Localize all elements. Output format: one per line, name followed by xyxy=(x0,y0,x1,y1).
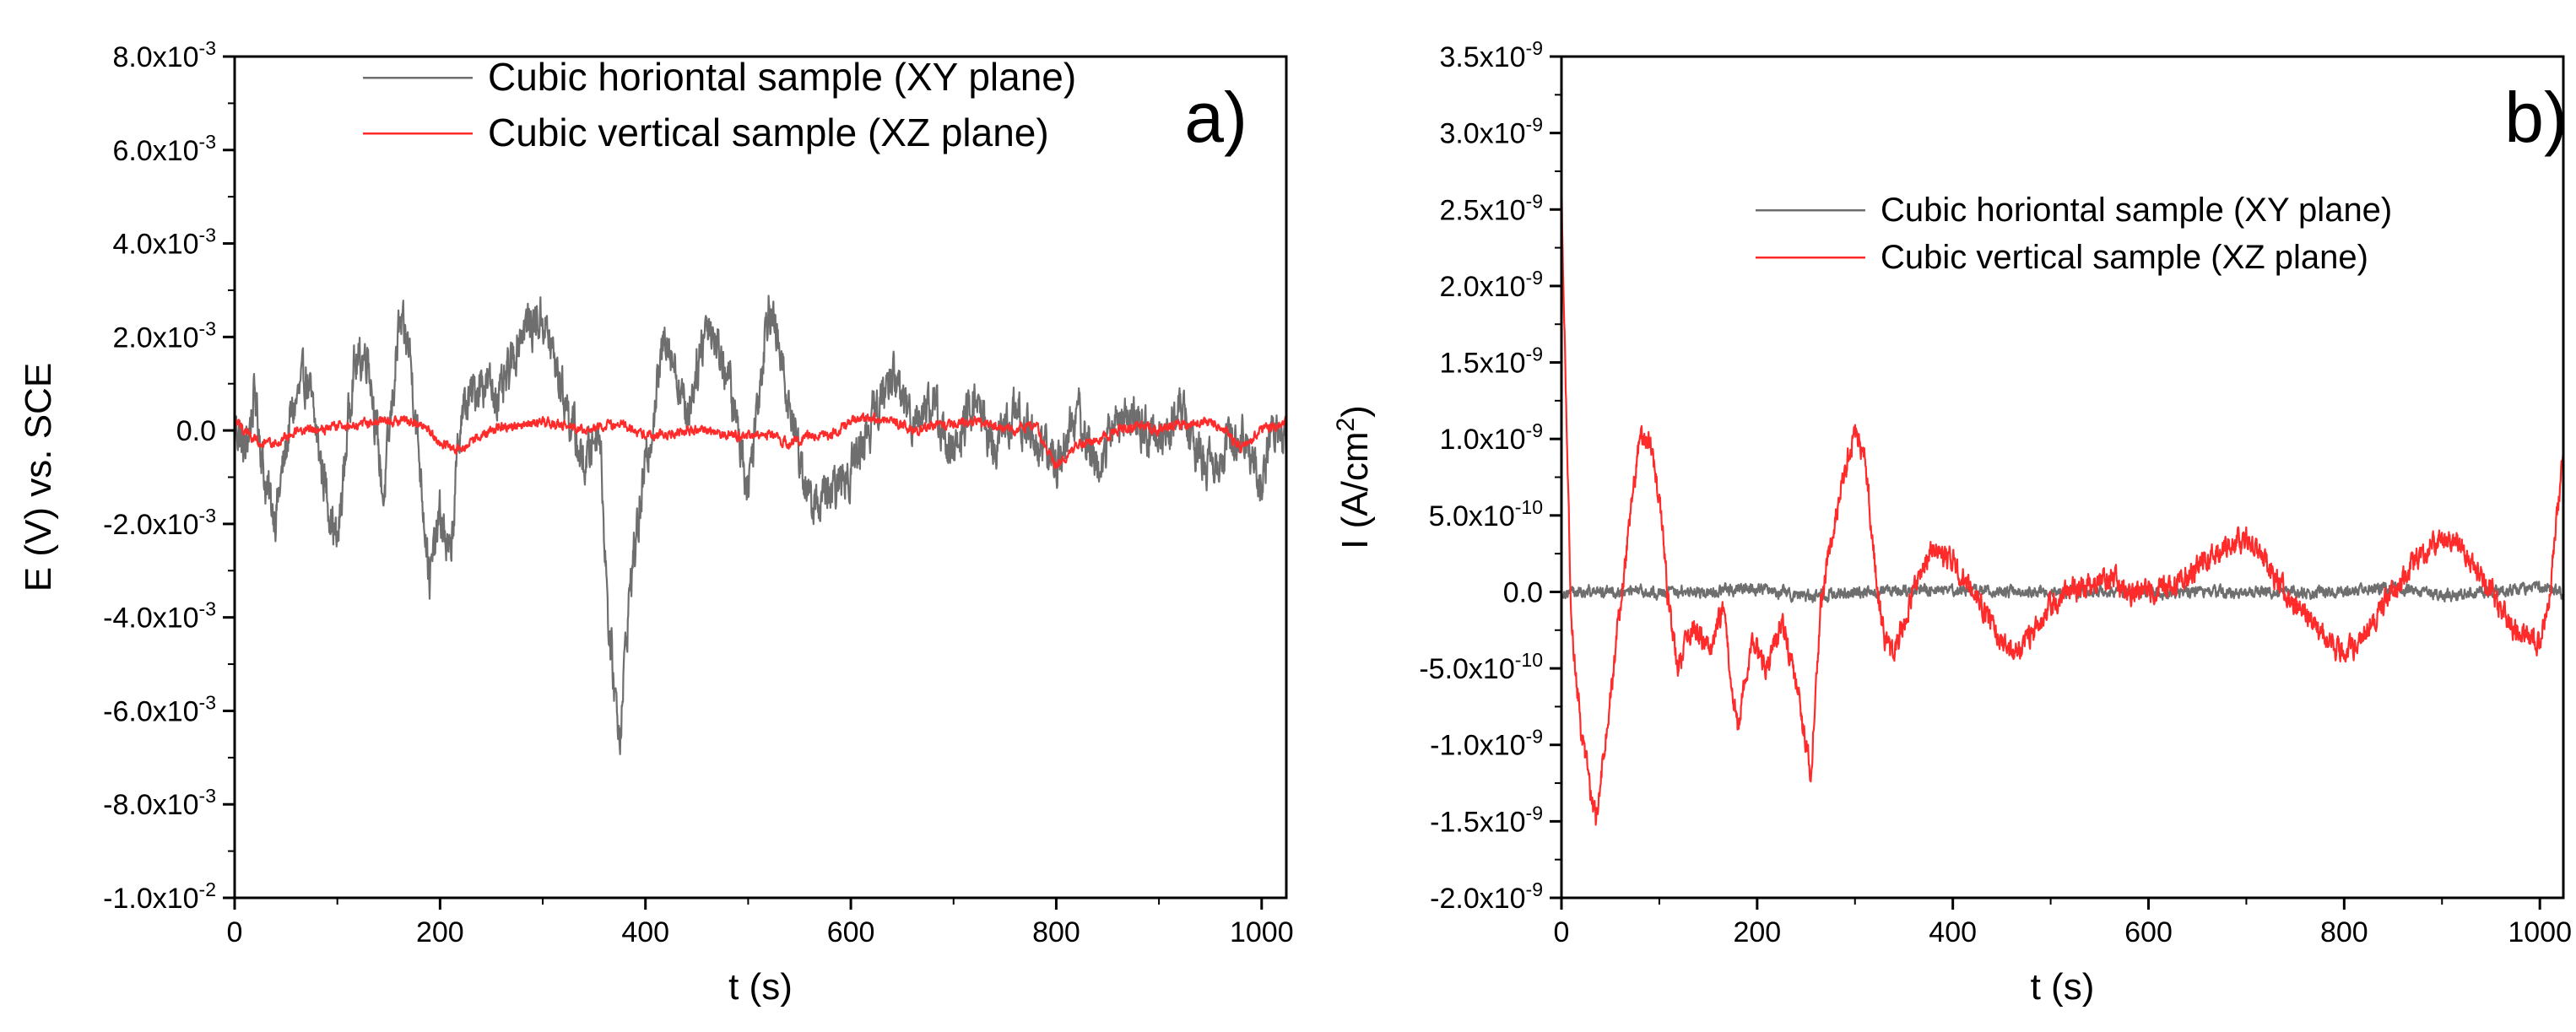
y-tick-mantissa: -2.0x10 xyxy=(1430,883,1525,915)
x-axis-label: t (s) xyxy=(2031,966,2095,1008)
y-tick-mantissa: -1.5x10 xyxy=(1430,806,1525,838)
y-tick-label: -1.0x10-9 xyxy=(1430,726,1543,762)
y-tick-exponent: -9 xyxy=(1526,343,1543,365)
panel-b: 0 200 400 600 800 10003.5x10-93.0x10-92.5x10-… xyxy=(1332,37,2572,1008)
x-tick-label: 200 xyxy=(416,916,464,948)
legend-label: Cubic horiontal sample (XY plane) xyxy=(488,55,1076,99)
y-tick-exponent: -9 xyxy=(1526,37,1543,59)
y-tick-exponent: -9 xyxy=(1526,419,1543,441)
y-tick-mantissa: -4.0x10 xyxy=(103,602,198,635)
y-tick-label: -6.0x10-3 xyxy=(103,691,216,727)
x-axis-label: t (s) xyxy=(728,966,793,1008)
y-tick-mantissa: 2.0x10 xyxy=(1439,271,1525,303)
y-tick-exponent: -3 xyxy=(199,317,216,339)
x-tick-label: 600 xyxy=(2124,916,2173,948)
y-tick-mantissa: 4.0x10 xyxy=(112,229,198,261)
y-tick-exponent: -3 xyxy=(199,505,216,527)
y-tick-mantissa: 5.0x10 xyxy=(1429,500,1515,532)
x-tick-label: 400 xyxy=(621,916,669,948)
y-tick-mantissa: 6.0x10 xyxy=(112,135,198,167)
y-tick-label: 2.0x10-9 xyxy=(1439,267,1543,303)
y-axis-label: I (A/cm2) xyxy=(1332,405,1376,549)
y-tick-mantissa: -5.0x10 xyxy=(1419,653,1514,685)
x-tick-label: 1000 xyxy=(2508,916,2572,948)
y-tick-label: 0.0 xyxy=(1503,576,1543,608)
y-tick-exponent: -9 xyxy=(1526,878,1543,900)
y-tick-mantissa: -1.0x10 xyxy=(103,883,198,915)
y-tick-mantissa: 3.0x10 xyxy=(1439,118,1525,150)
legend-label: Cubic vertical sample (XZ plane) xyxy=(1881,239,2368,276)
y-tick-label: 8.0x10-3 xyxy=(112,37,216,73)
x-tick-label: 400 xyxy=(1929,916,1977,948)
y-tick-exponent: -10 xyxy=(1515,496,1543,518)
y-tick-exponent: -3 xyxy=(199,785,216,807)
panel-a: 0 200 400 600 800 10008.0x10-36.0x10-34.0x10-… xyxy=(18,37,1294,1008)
y-tick-exponent: -9 xyxy=(1526,114,1543,136)
y-axis-label-main: I (A/cm xyxy=(1334,432,1376,549)
panel-label: a) xyxy=(1184,78,1247,157)
y-tick-mantissa: 1.0x10 xyxy=(1439,424,1525,456)
y-tick-label: 4.0x10-3 xyxy=(112,224,216,261)
y-tick-exponent: -9 xyxy=(1526,726,1543,748)
y-tick-mantissa: 8.0x10 xyxy=(112,41,198,73)
y-tick-label: 1.0x10-9 xyxy=(1439,419,1543,456)
series-line-horizontal xyxy=(235,294,1286,755)
y-tick-exponent: -3 xyxy=(199,598,216,620)
y-tick-label: -2.0x10-9 xyxy=(1430,878,1543,915)
legend-label: Cubic vertical sample (XZ plane) xyxy=(488,111,1049,154)
y-tick-exponent: -2 xyxy=(199,878,216,900)
y-tick-exponent: -9 xyxy=(1526,190,1543,212)
y-tick-label: 3.5x10-9 xyxy=(1439,37,1543,73)
y-tick-label: 0.0 xyxy=(176,415,216,447)
y-tick-mantissa: 3.5x10 xyxy=(1439,41,1525,73)
y-tick-label: 5.0x10-10 xyxy=(1429,496,1543,532)
y-tick-mantissa: 2.0x10 xyxy=(112,321,198,354)
x-tick-label: 1000 xyxy=(1230,916,1294,948)
y-tick-mantissa: 2.5x10 xyxy=(1439,194,1525,226)
y-tick-label: -2.0x10-3 xyxy=(103,505,216,541)
plot-area-b xyxy=(1561,189,2563,826)
plot-frame xyxy=(1560,55,2565,900)
y-axis-label-close: ) xyxy=(1334,405,1376,418)
y-tick-exponent: -3 xyxy=(199,131,216,153)
y-tick-mantissa: -1.0x10 xyxy=(1430,730,1525,762)
plot-frame xyxy=(233,55,1288,900)
y-tick-label: 2.0x10-3 xyxy=(112,317,216,354)
y-tick-label: 3.0x10-9 xyxy=(1439,114,1543,150)
y-tick-label: -1.5x10-9 xyxy=(1430,802,1543,838)
x-tick-label: 600 xyxy=(827,916,875,948)
x-tick-label: 0 xyxy=(227,916,243,948)
y-tick-exponent: -9 xyxy=(1526,267,1543,289)
x-tick-label: 0 xyxy=(1554,916,1570,948)
y-tick-label: 1.5x10-9 xyxy=(1439,343,1543,380)
y-tick-exponent: -10 xyxy=(1515,649,1543,671)
y-tick-label: 6.0x10-3 xyxy=(112,131,216,167)
series-line-vertical xyxy=(235,412,1286,470)
legend-label: Cubic horiontal sample (XY plane) xyxy=(1881,192,2392,229)
y-tick-mantissa: -8.0x10 xyxy=(103,789,198,821)
y-tick-label: -8.0x10-3 xyxy=(103,785,216,821)
x-tick-label: 800 xyxy=(2320,916,2368,948)
y-tick-exponent: -9 xyxy=(1526,802,1543,824)
y-tick-mantissa: 0.0 xyxy=(1503,576,1543,608)
y-axis-label: E (V) vs. SCE xyxy=(18,363,59,592)
y-tick-mantissa: -6.0x10 xyxy=(103,695,198,727)
y-tick-mantissa: 1.5x10 xyxy=(1439,348,1525,380)
y-tick-mantissa: 0.0 xyxy=(176,415,216,447)
y-axis-label-sup: 2 xyxy=(1332,418,1360,432)
y-tick-exponent: -3 xyxy=(199,224,216,246)
plot-area-a xyxy=(235,294,1286,755)
x-tick-label: 800 xyxy=(1032,916,1080,948)
y-tick-label: -5.0x10-10 xyxy=(1419,649,1543,685)
panel-label: b) xyxy=(2504,78,2568,157)
y-tick-exponent: -3 xyxy=(199,691,216,713)
y-tick-exponent: -3 xyxy=(199,37,216,59)
x-tick-label: 200 xyxy=(1733,916,1781,948)
series-line-vertical xyxy=(1561,189,2563,826)
y-tick-label: 2.5x10-9 xyxy=(1439,190,1543,226)
y-tick-label: -4.0x10-3 xyxy=(103,598,216,635)
y-tick-label: -1.0x10-2 xyxy=(103,878,216,915)
y-tick-mantissa: -2.0x10 xyxy=(103,509,198,541)
